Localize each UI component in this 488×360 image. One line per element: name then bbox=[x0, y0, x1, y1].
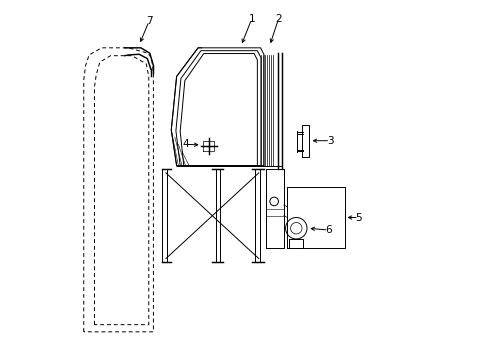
Text: 1: 1 bbox=[248, 14, 254, 24]
Text: 4: 4 bbox=[182, 139, 188, 149]
Text: 7: 7 bbox=[145, 16, 152, 26]
Text: 2: 2 bbox=[275, 14, 281, 24]
Text: 6: 6 bbox=[325, 225, 331, 235]
Text: 5: 5 bbox=[355, 212, 362, 222]
Text: 3: 3 bbox=[326, 136, 333, 146]
